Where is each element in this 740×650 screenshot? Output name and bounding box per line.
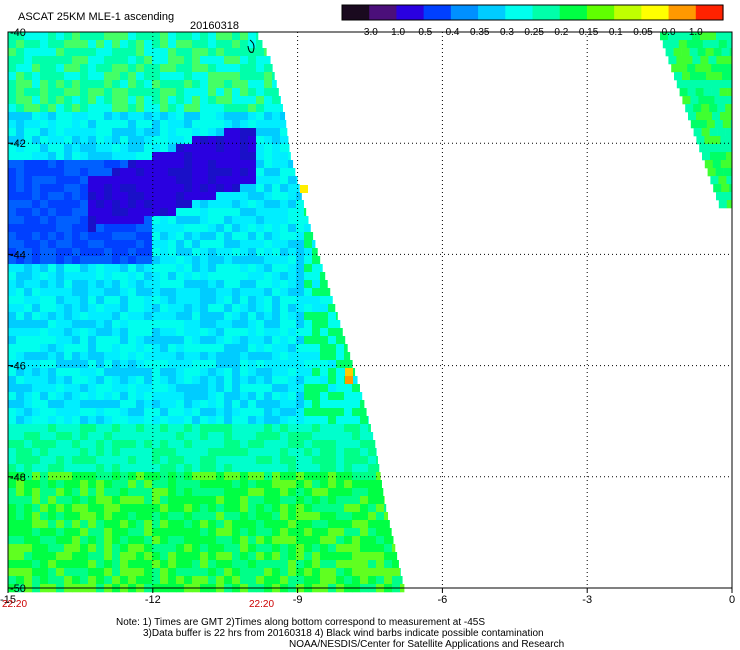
lon-tick-label: -6	[438, 594, 448, 606]
colorbar-swatch	[532, 5, 561, 20]
contamination-barb	[247, 39, 255, 53]
colorbar-swatch	[641, 5, 670, 20]
lon-tick-label: -12	[145, 594, 161, 606]
colorbar-swatch	[423, 5, 452, 20]
data-cells	[8, 32, 733, 593]
colorbar-swatch	[369, 5, 398, 20]
colorbar-swatch	[668, 5, 697, 20]
note-line-3: NOAA/NESDIS/Center for Satellite Applica…	[289, 639, 565, 650]
colorbar-swatch	[478, 5, 506, 20]
time-label-mid: 22:20	[249, 599, 275, 610]
colorbar-swatch	[342, 5, 370, 20]
lon-tick-label: -3	[582, 594, 592, 606]
colorbar-swatch	[559, 5, 588, 20]
colorbar-swatch	[695, 5, 724, 20]
lat-tick-label: -40	[10, 27, 26, 39]
note-line-1: Note: 1) Times are GMT 2)Times along bot…	[116, 617, 486, 628]
lat-tick-label: -48	[10, 472, 26, 484]
note-line-2: 3)Data buffer is 22 hrs from 20160318 4)…	[143, 628, 544, 639]
colorbar-swatch	[614, 5, 642, 20]
time-label-left: 22:20	[2, 599, 28, 610]
lat-tick-label: -42	[10, 138, 26, 150]
lon-tick-label: 0	[729, 594, 735, 606]
lon-tick-label: -15	[0, 594, 16, 606]
lat-tick-label: -50	[10, 583, 26, 595]
lat-tick-label: -44	[10, 249, 26, 261]
colorbar-swatch	[505, 5, 534, 20]
axis-ticks: -15 -12 -9 -6 -3 0 -40 -42 -44 -46 -48 -50	[0, 27, 735, 606]
map-title: ASCAT 25KM MLE-1 ascending	[18, 11, 175, 23]
map-frame	[7, 31, 733, 589]
colorbar: -3.0 -1.0 -0.5 -0.4 -0.35 -0.3 -0.25 -0.2 -0.15-…	[341, 4, 724, 38]
colorbar-swatch	[586, 5, 615, 20]
lon-tick-label: -9	[293, 594, 303, 606]
colorbar-swatch	[396, 5, 425, 20]
lat-tick-label: -46	[10, 361, 26, 373]
map-date: 20160318	[190, 20, 239, 32]
colorbar-swatch	[450, 5, 479, 20]
grid-lines	[8, 32, 732, 588]
